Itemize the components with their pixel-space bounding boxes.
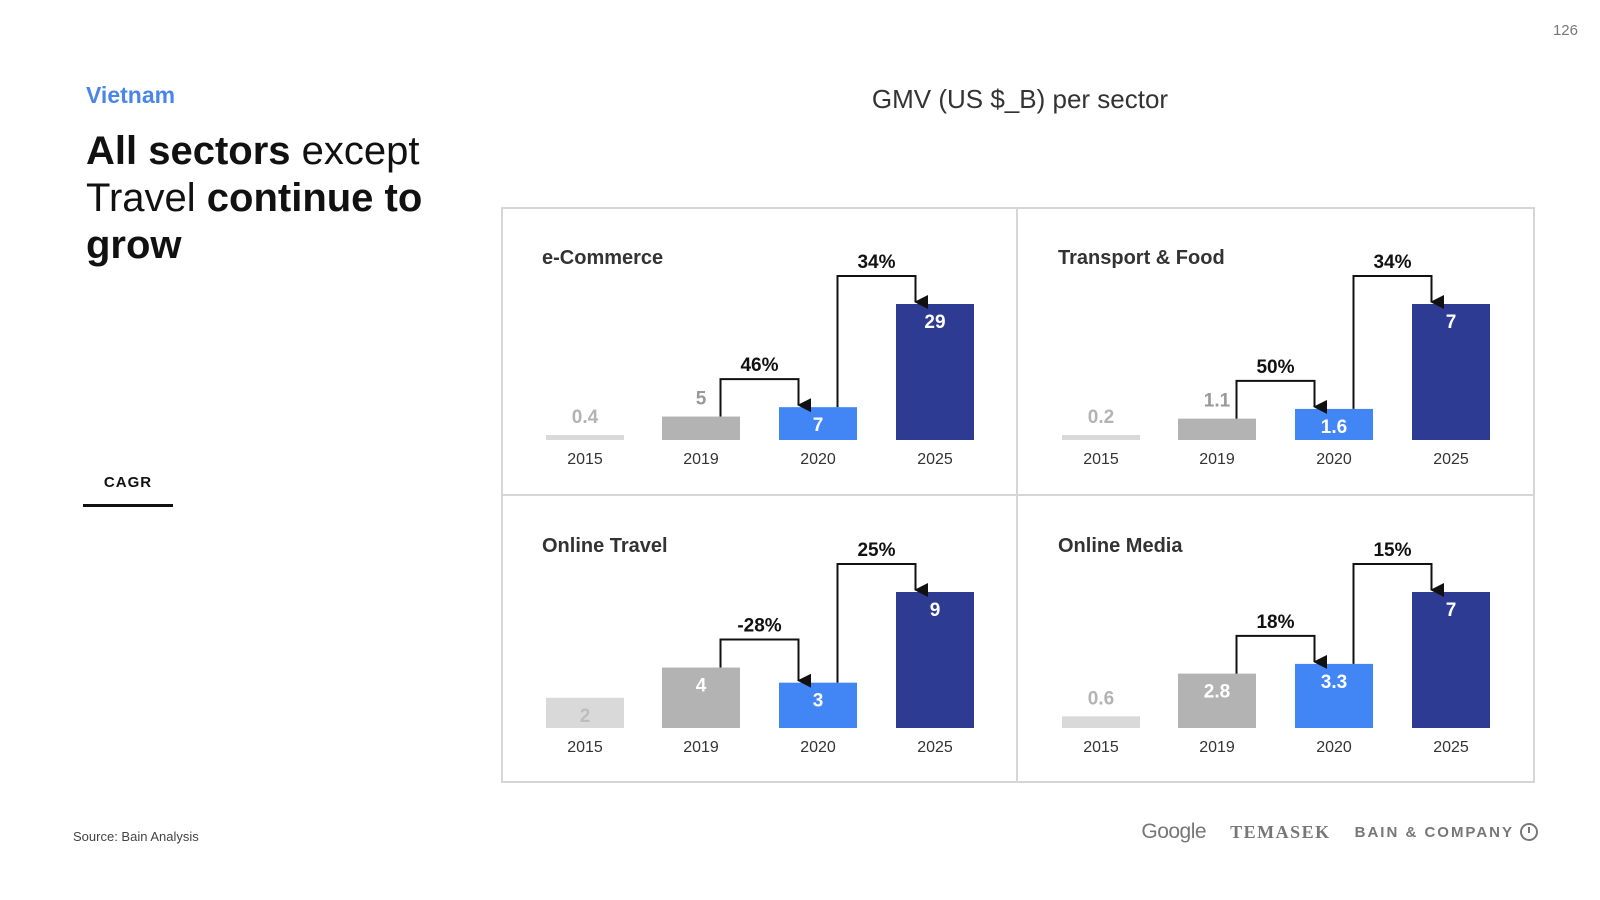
data-label: 0.2 [1088, 407, 1114, 428]
chart-panel-3: Online Travel 2 2015 4 2019 3 2020 9 2025 -28% 25% [542, 535, 974, 756]
x-tick-label: 2019 [1199, 451, 1235, 468]
data-label: 7 [1446, 312, 1457, 333]
chart-panel-4: Online Media 0.6 2015 2.8 2019 3.3 2020 7 2025 18… [1058, 535, 1490, 756]
panel-title: Transport & Food [1058, 247, 1225, 269]
x-tick-label: 2025 [1433, 451, 1469, 468]
headline-part1: All sectors [86, 129, 291, 173]
headline: All sectors except Travel continue to gr… [86, 128, 446, 269]
data-label: 7 [1446, 600, 1457, 621]
cagr-label: 18% [1256, 612, 1294, 633]
x-tick-label: 2015 [1083, 739, 1119, 756]
bar [1062, 435, 1140, 440]
cagr-connector [1235, 634, 1328, 674]
chart-panel-2: Transport & Food 0.2 2015 1.1 2019 1.6 2020 7 20… [1058, 247, 1490, 468]
bar [1295, 408, 1373, 440]
chart-title: GMV (US $_B) per sector [871, 84, 1169, 114]
cagr-label: 46% [740, 355, 778, 376]
x-tick-label: 2019 [683, 739, 719, 756]
cagr-label: 34% [857, 252, 895, 273]
bar [1295, 663, 1373, 728]
cagr-connector [836, 275, 929, 408]
cagr-label: 15% [1373, 540, 1411, 561]
x-tick-label: 2015 [567, 451, 603, 468]
data-label: 2.8 [1204, 682, 1230, 703]
data-label: 0.6 [1088, 688, 1114, 709]
data-label: 3 [813, 691, 824, 712]
cagr-connector [836, 563, 929, 683]
cagr-label: 50% [1256, 357, 1294, 378]
x-tick-label: 2025 [917, 739, 953, 756]
bar [779, 407, 857, 440]
x-tick-label: 2015 [1083, 451, 1119, 468]
cagr-connector [719, 378, 812, 417]
x-tick-label: 2025 [1433, 739, 1469, 756]
bar [779, 682, 857, 728]
country-label: Vietnam [86, 82, 176, 108]
bain-mark-icon [1520, 823, 1538, 841]
headline-part3: continue to grow [86, 176, 423, 267]
x-tick-label: 2020 [800, 451, 836, 468]
x-tick-label: 2015 [567, 739, 603, 756]
panel-title: e-Commerce [542, 247, 663, 269]
x-tick-label: 2019 [1199, 739, 1235, 756]
cagr-connector [1352, 563, 1445, 664]
x-tick-label: 2020 [1316, 451, 1352, 468]
bar [546, 697, 624, 728]
x-tick-label: 2020 [800, 739, 836, 756]
panel-title: Online Media [1058, 535, 1183, 557]
bar [1178, 673, 1256, 728]
source-note: Source: Bain Analysis [73, 829, 199, 844]
data-label: 1.1 [1204, 391, 1231, 412]
x-tick-label: 2025 [917, 451, 953, 468]
data-label: 0.4 [572, 407, 599, 428]
bar [1412, 304, 1490, 440]
cagr-label: 25% [857, 540, 895, 561]
data-label: 4 [696, 676, 707, 697]
chart-panel-1: e-Commerce 0.4 2015 5 2019 7 2020 29 2025 46% 34% [542, 247, 974, 468]
data-label: 29 [924, 312, 945, 333]
page-number: 126 [1552, 22, 1578, 39]
bar [1062, 716, 1140, 728]
x-tick-label: 2020 [1316, 739, 1352, 756]
cagr-label: 34% [1373, 252, 1411, 273]
data-label: 3.3 [1321, 672, 1347, 693]
bain-logo-text: BAIN & COMPANY [1354, 823, 1514, 841]
data-label: 9 [930, 600, 941, 621]
panel-title: Online Travel [542, 535, 668, 557]
temasek-logo: TEMASEK [1230, 821, 1331, 842]
bar [896, 304, 974, 440]
bar [662, 416, 740, 440]
logo-bar: Google TEMASEK BAIN & COMPANY [1141, 820, 1538, 844]
data-label: 7 [813, 415, 824, 436]
bar [546, 435, 624, 440]
x-tick-label: 2019 [683, 451, 719, 468]
cagr-legend: CAGR [83, 474, 173, 507]
data-label: 1.6 [1321, 417, 1347, 438]
data-label: 2 [580, 706, 591, 727]
bar [1178, 418, 1256, 440]
headline-part2: except Travel [86, 129, 420, 220]
bar [1412, 592, 1490, 728]
cagr-connector [1352, 275, 1445, 409]
bar [896, 592, 974, 728]
data-label: 5 [696, 389, 707, 410]
cagr-connector [1235, 379, 1328, 419]
google-logo: Google [1141, 820, 1207, 843]
cagr-connector [719, 638, 812, 688]
bar [662, 667, 740, 728]
bain-logo: BAIN & COMPANY [1355, 823, 1538, 841]
cagr-label: -28% [737, 616, 781, 637]
